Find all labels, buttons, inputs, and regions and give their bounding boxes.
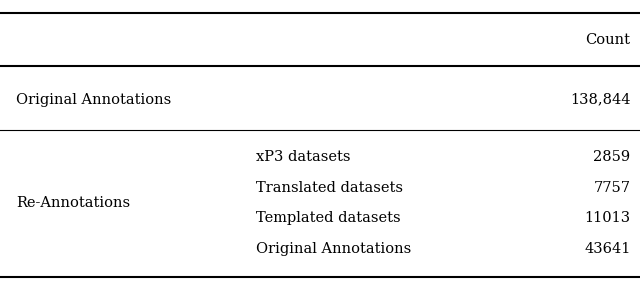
Text: Original Annotations: Original Annotations (16, 93, 172, 107)
Text: Count: Count (586, 33, 630, 47)
Text: 138,844: 138,844 (570, 93, 630, 107)
Text: 2859: 2859 (593, 150, 630, 164)
Text: Templated datasets: Templated datasets (256, 211, 401, 225)
Text: Re-Annotations: Re-Annotations (16, 196, 130, 210)
Text: Original Annotations: Original Annotations (256, 242, 412, 256)
Text: 7757: 7757 (593, 180, 630, 195)
Text: Translated datasets: Translated datasets (256, 180, 403, 195)
Text: 11013: 11013 (584, 211, 630, 225)
Text: 43641: 43641 (584, 242, 630, 256)
Text: xP3 datasets: xP3 datasets (256, 150, 351, 164)
